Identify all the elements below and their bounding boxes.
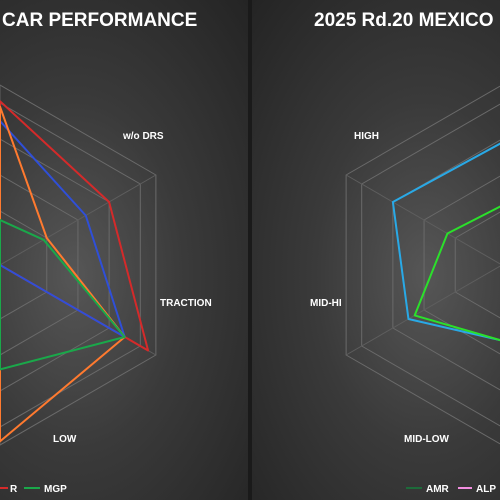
left-grid-spoke-1: [0, 174, 157, 266]
axis-label-traction: TRACTION: [160, 298, 212, 309]
left-radar-series: [0, 100, 150, 443]
left-legend: R MGP: [0, 484, 67, 495]
right-chart-title: 2025 Rd.20 MEXICO: [314, 10, 494, 31]
right-chart-panel: 2025 Rd.20 MEXICO HIGH MID-HI MID-LOW AM…: [252, 0, 500, 500]
axis-label-mid-hi: MID-HI: [310, 298, 342, 309]
right-series-0: [391, 142, 500, 342]
legend-label-r: R: [10, 484, 18, 495]
panel-divider: [248, 0, 252, 500]
left-radar-chart: CAR PERFORMANCE w/o DRS TRACTION LOW R M…: [0, 10, 212, 495]
left-series-3: [0, 219, 126, 371]
axis-label-wo-drs: w/o DRS: [122, 131, 164, 142]
left-grid-ring-0: [0, 210, 48, 320]
right-grid-spoke-4: [345, 265, 500, 356]
legend-label-alp: ALP: [476, 484, 496, 495]
axis-label-high: HIGH: [354, 131, 379, 142]
right-legend: AMR ALP: [406, 484, 496, 495]
left-chart-title: CAR PERFORMANCE: [2, 10, 197, 31]
legend-label-mgp: MGP: [44, 484, 67, 495]
left-grid-ring-2: [0, 138, 110, 392]
right-radar-chart: 2025 Rd.20 MEXICO HIGH MID-HI MID-LOW AM…: [310, 10, 500, 495]
axis-label-mid-low: MID-LOW: [404, 434, 450, 445]
right-series-1: [413, 205, 500, 342]
right-grid-spoke-5: [345, 174, 500, 265]
right-grid-ring-4: [345, 85, 500, 445]
axis-label-low: LOW: [53, 434, 77, 445]
left-grid-ring-1: [0, 174, 79, 356]
right-radar-series: [391, 142, 500, 342]
left-chart-panel: CAR PERFORMANCE w/o DRS TRACTION LOW R M…: [0, 0, 248, 500]
right-grid-ring-2: [392, 139, 500, 391]
legend-label-amr: AMR: [426, 484, 450, 495]
